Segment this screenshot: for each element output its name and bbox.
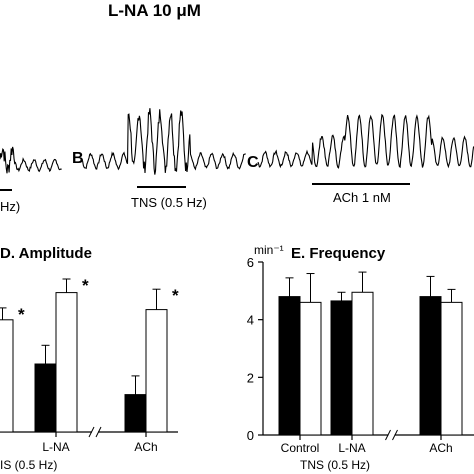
significance-star: *: [82, 276, 89, 295]
significance-star: *: [172, 286, 179, 305]
bar: [124, 394, 147, 433]
y-tick-label: 2: [247, 370, 254, 385]
axis-break-mark: [392, 429, 398, 441]
drug-label: L-NA 10 μM: [108, 1, 201, 20]
category-label: L-NA: [42, 440, 69, 454]
bar: [440, 301, 463, 436]
y-tick-label: 6: [247, 255, 254, 270]
traces-layer: L-NA 10 μM B C Hz) TNS (0.5 Hz) ACh 1 nM: [0, 1, 474, 214]
stim-label-left: Hz): [0, 199, 20, 214]
chart-title: D. Amplitude: [0, 245, 92, 262]
panel-c-letter: C: [247, 154, 259, 171]
category-label: L-NA: [338, 441, 365, 455]
stim-label-c: ACh 1 nM: [333, 190, 391, 205]
significance-star: *: [18, 305, 25, 324]
x-axis-label: TNS (0.5 Hz): [300, 458, 370, 472]
bar: [351, 291, 374, 436]
category-label: ACh: [134, 440, 157, 454]
bar: [145, 309, 168, 433]
y-tick-label: 4: [247, 313, 254, 328]
y-tick-label: 0: [247, 428, 254, 443]
bar: [330, 300, 353, 436]
chart-frequency: E. Frequency min⁻¹ 0 2 4 6 Control L-NA ACh TNS (…: [247, 243, 474, 472]
unit-label: min⁻¹: [254, 243, 284, 257]
category-label: Control: [281, 441, 320, 455]
panel-b-letter: B: [72, 150, 84, 167]
axis-break-mark: [95, 426, 102, 438]
category-label: ACh: [429, 441, 452, 455]
bar: [299, 301, 322, 436]
x-axis-label: IS (0.5 Hz): [0, 458, 57, 472]
bar: [0, 319, 14, 433]
bar: [419, 296, 442, 436]
bar: [55, 292, 78, 433]
trace-a-partial: [0, 146, 62, 174]
trace-b: [81, 108, 246, 175]
axis-break-mark: [385, 429, 391, 441]
bar: [34, 363, 57, 433]
chart-title: E. Frequency: [291, 245, 386, 262]
bar: [278, 296, 301, 436]
axis-break-mark: [88, 426, 95, 438]
trace-c: [257, 113, 474, 169]
chart-amplitude: D. Amplituderol*L-NA*ACh*IS (0.5 Hz): [0, 245, 179, 472]
stim-label-b: TNS (0.5 Hz): [131, 195, 207, 210]
